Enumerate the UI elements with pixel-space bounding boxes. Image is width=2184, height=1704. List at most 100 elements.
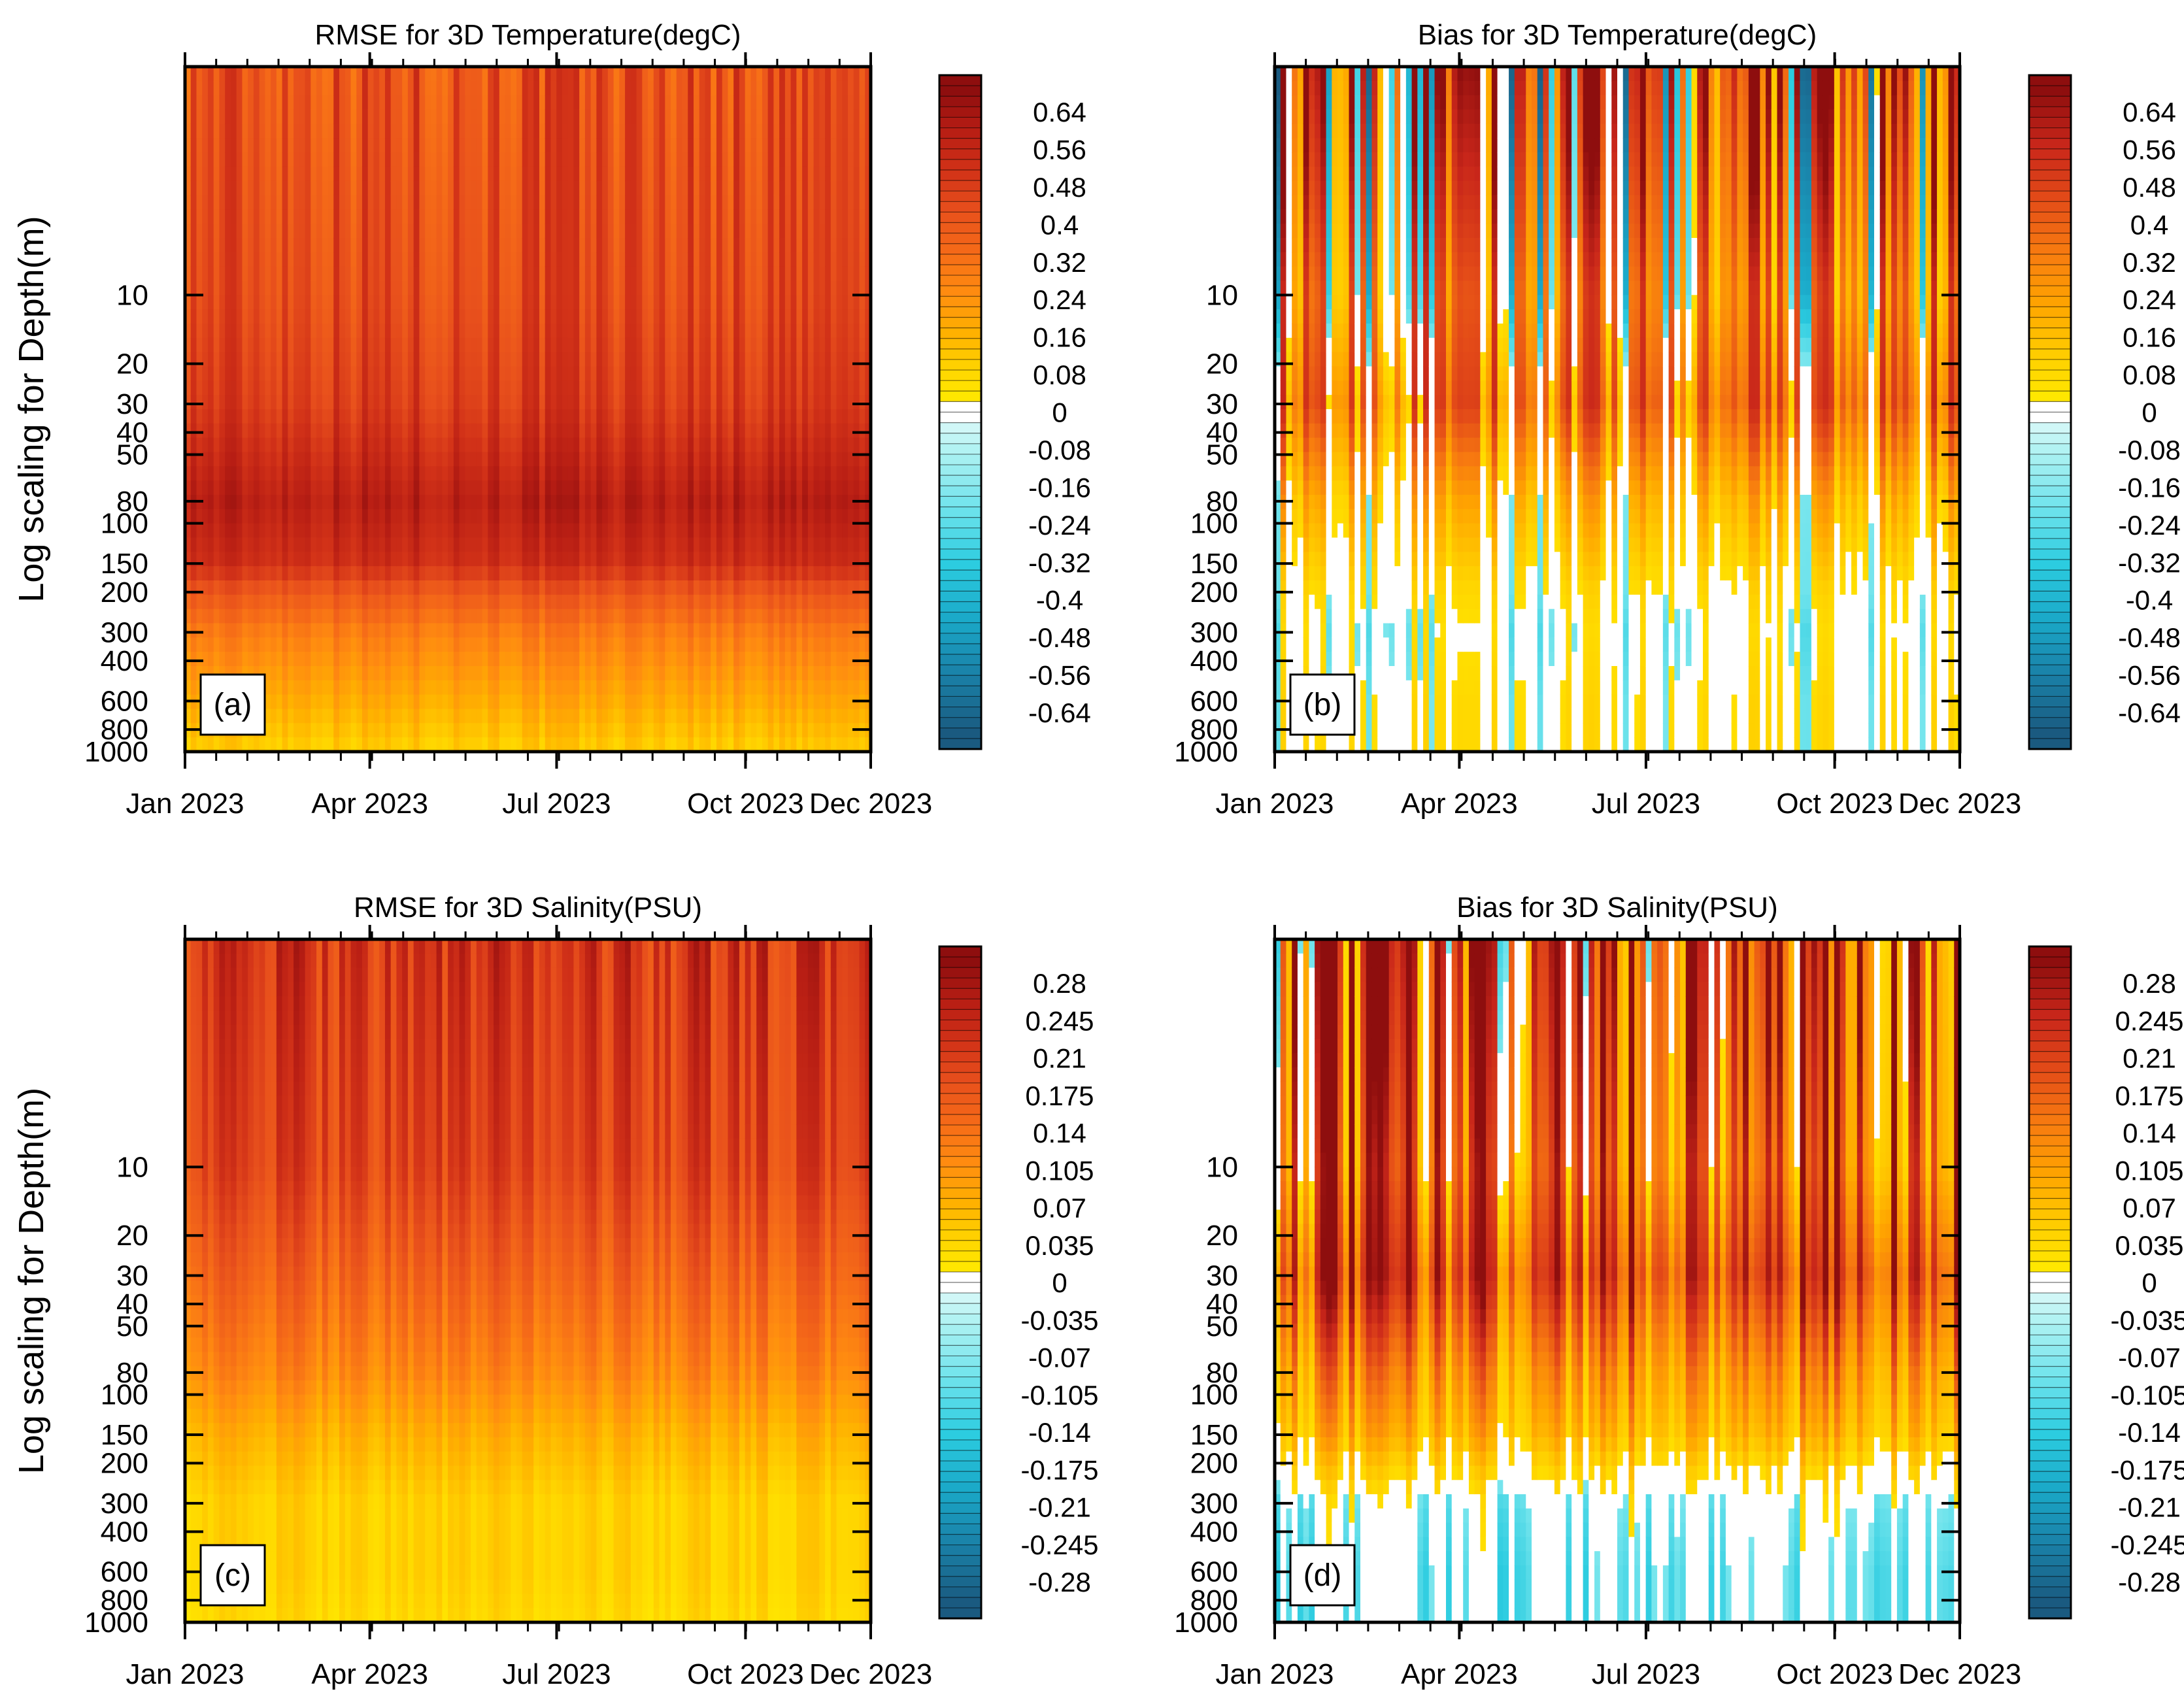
heatmap-cell bbox=[425, 224, 431, 238]
heatmap-cell bbox=[316, 552, 322, 566]
heatmap-cell bbox=[414, 367, 420, 381]
heatmap-cell bbox=[208, 552, 214, 566]
heatmap-cell bbox=[437, 680, 443, 695]
heatmap-cell bbox=[448, 552, 454, 566]
heatmap-cell bbox=[402, 395, 408, 409]
heatmap-cell bbox=[385, 181, 391, 195]
heatmap-cell bbox=[339, 309, 345, 324]
heatmap-cell bbox=[311, 524, 316, 538]
heatmap-cell bbox=[425, 338, 431, 352]
heatmap-cell bbox=[391, 723, 397, 737]
heatmap-cell bbox=[351, 737, 357, 752]
heatmap-cell bbox=[237, 281, 243, 295]
heatmap-cell bbox=[242, 195, 248, 210]
heatmap-cell bbox=[373, 438, 379, 452]
heatmap-cell bbox=[196, 138, 202, 152]
heatmap-cell bbox=[414, 309, 420, 324]
heatmap-cell bbox=[414, 181, 420, 195]
heatmap-cell bbox=[305, 138, 311, 152]
heatmap-cell bbox=[248, 124, 254, 138]
heatmap-cell bbox=[345, 452, 351, 467]
heatmap-cell bbox=[328, 281, 334, 295]
heatmap-cell bbox=[379, 480, 385, 495]
heatmap-cell bbox=[271, 709, 277, 724]
heatmap-cell bbox=[316, 709, 322, 724]
heatmap-cell bbox=[368, 367, 374, 381]
heatmap-cell bbox=[242, 652, 248, 666]
heatmap-cell bbox=[333, 452, 339, 467]
heatmap-cell bbox=[294, 395, 299, 409]
heatmap-cell bbox=[322, 295, 328, 309]
heatmap-cell bbox=[260, 152, 265, 167]
heatmap-cell bbox=[333, 380, 339, 395]
heatmap-cell bbox=[368, 81, 374, 95]
heatmap-cell bbox=[431, 195, 437, 210]
heatmap-cell bbox=[442, 324, 448, 338]
heatmap-cell bbox=[316, 252, 322, 267]
heatmap-cell bbox=[196, 81, 202, 95]
heatmap-cell bbox=[373, 324, 379, 338]
heatmap-cell bbox=[288, 524, 294, 538]
heatmap-cell bbox=[362, 152, 368, 167]
heatmap-cell bbox=[294, 409, 299, 424]
heatmap-cell bbox=[282, 509, 288, 524]
heatmap-cell bbox=[425, 652, 431, 666]
heatmap-cell bbox=[277, 466, 282, 480]
heatmap-cell bbox=[316, 409, 322, 424]
heatmap-cell bbox=[191, 252, 197, 267]
heatmap-cell bbox=[419, 324, 425, 338]
heatmap-cell bbox=[254, 424, 260, 438]
heatmap-cell bbox=[316, 480, 322, 495]
heatmap-cell bbox=[356, 152, 362, 167]
heatmap-cell bbox=[408, 324, 414, 338]
heatmap-cell bbox=[214, 224, 220, 238]
heatmap-cell bbox=[414, 637, 420, 652]
heatmap-cell bbox=[356, 524, 362, 538]
heatmap-cell bbox=[191, 324, 197, 338]
heatmap-cell bbox=[322, 424, 328, 438]
heatmap-cell bbox=[299, 380, 305, 395]
heatmap-cell bbox=[460, 138, 465, 152]
heatmap-cell bbox=[288, 680, 294, 695]
heatmap-cell bbox=[437, 67, 443, 81]
heatmap-cell bbox=[396, 110, 402, 124]
heatmap-cell bbox=[288, 195, 294, 210]
heatmap-cell bbox=[219, 538, 225, 552]
heatmap-cell bbox=[225, 195, 231, 210]
heatmap-cell bbox=[311, 81, 316, 95]
heatmap-cell bbox=[362, 367, 368, 381]
heatmap-cell bbox=[254, 480, 260, 495]
heatmap-cell bbox=[254, 124, 260, 138]
heatmap-cell bbox=[460, 609, 465, 624]
heatmap-cell bbox=[442, 524, 448, 538]
heatmap-cell bbox=[437, 324, 443, 338]
heatmap-cell bbox=[356, 238, 362, 252]
heatmap-cell bbox=[437, 167, 443, 181]
heatmap-cell bbox=[419, 580, 425, 595]
heatmap-cell bbox=[339, 666, 345, 680]
heatmap-cell bbox=[271, 224, 277, 238]
heatmap-cell bbox=[305, 552, 311, 566]
heatmap-cell bbox=[396, 666, 402, 680]
heatmap-cell bbox=[237, 267, 243, 281]
heatmap-cell bbox=[362, 680, 368, 695]
heatmap-cell bbox=[454, 67, 460, 81]
heatmap-cell bbox=[379, 195, 385, 210]
heatmap-cell bbox=[442, 295, 448, 309]
heatmap-cell bbox=[356, 566, 362, 580]
heatmap-cell bbox=[448, 637, 454, 652]
heatmap-cell bbox=[254, 538, 260, 552]
heatmap-cell bbox=[322, 110, 328, 124]
heatmap-cell bbox=[356, 737, 362, 752]
heatmap-cell bbox=[431, 538, 437, 552]
heatmap-cell bbox=[465, 281, 471, 295]
heatmap-cell bbox=[437, 309, 443, 324]
heatmap-cell bbox=[356, 395, 362, 409]
heatmap-cell bbox=[237, 110, 243, 124]
heatmap-cell bbox=[408, 680, 414, 695]
heatmap-cell bbox=[385, 566, 391, 580]
heatmap-cell bbox=[465, 110, 471, 124]
heatmap-cell bbox=[419, 652, 425, 666]
heatmap-cell bbox=[271, 695, 277, 709]
heatmap-cell bbox=[333, 637, 339, 652]
